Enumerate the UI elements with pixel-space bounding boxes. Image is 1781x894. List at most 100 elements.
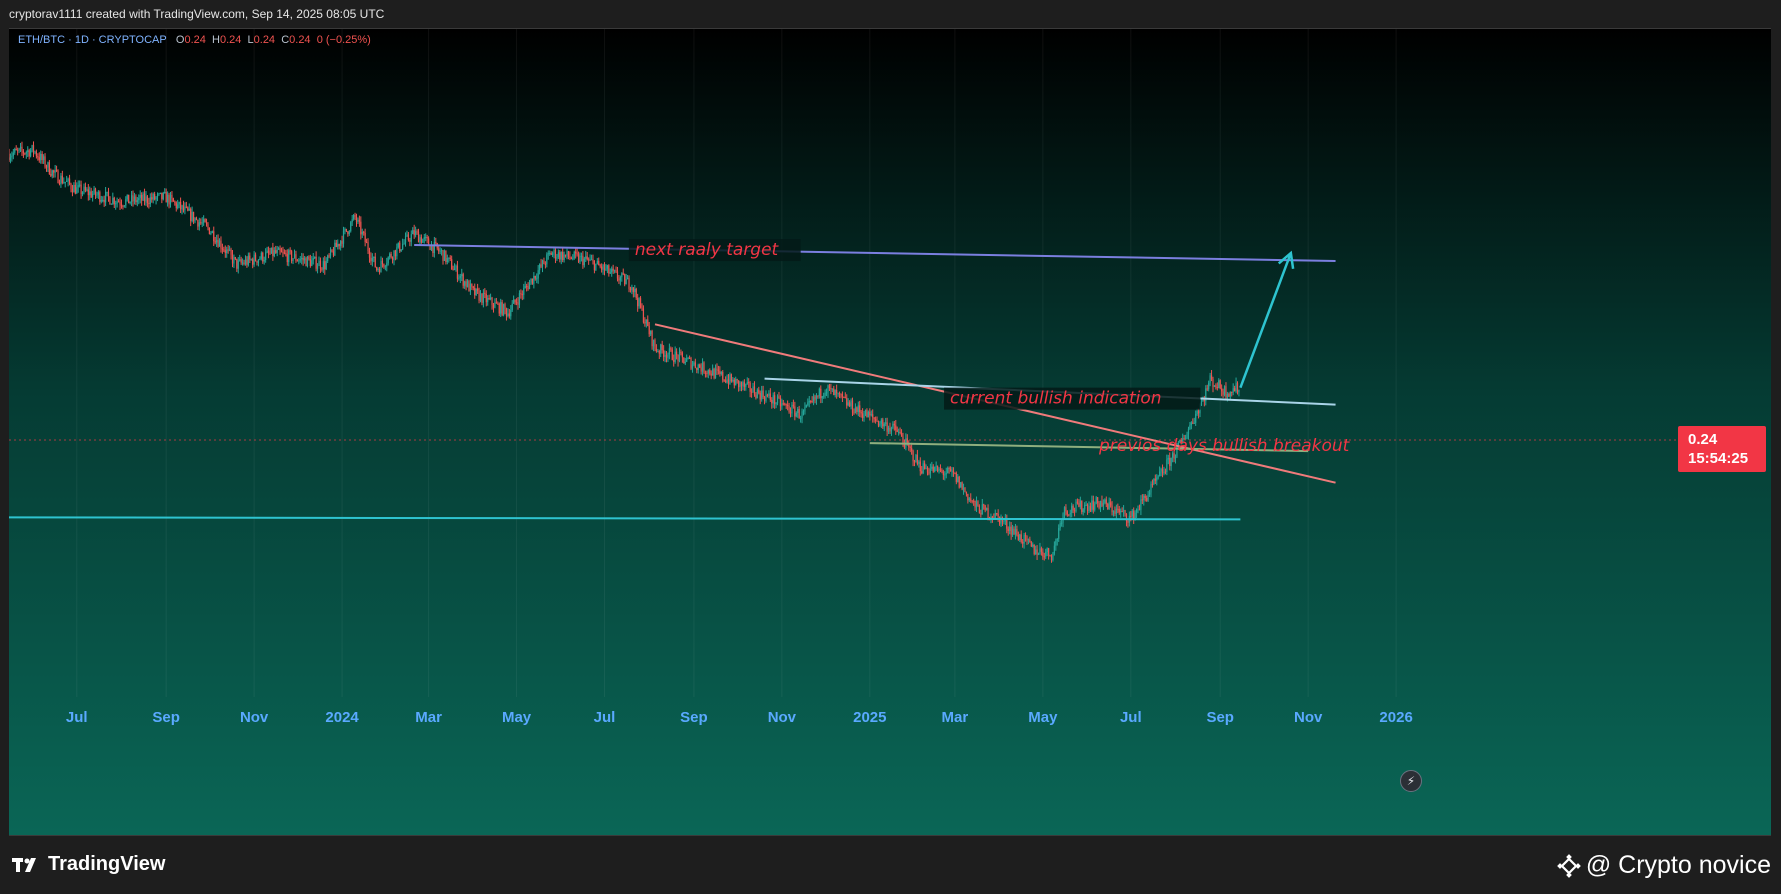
- candle-body: [1079, 500, 1081, 507]
- candle-body: [1238, 389, 1240, 393]
- candle-body: [795, 413, 797, 417]
- candle-body: [833, 388, 835, 396]
- candle-body: [791, 404, 793, 414]
- candle-body: [778, 396, 780, 398]
- candle-body: [387, 257, 389, 264]
- candle-body: [572, 258, 574, 260]
- candle-body: [252, 259, 254, 265]
- candle-body: [733, 379, 735, 386]
- candle-body: [527, 286, 529, 290]
- tradingview-logo[interactable]: TradingView: [12, 853, 165, 876]
- candle-body: [1011, 528, 1014, 535]
- annotation-label[interactable]: current bullish indication: [950, 389, 1162, 409]
- candle-body: [1105, 499, 1107, 505]
- candle-body: [84, 186, 87, 191]
- candle-body: [938, 468, 940, 472]
- candle-body: [712, 368, 714, 376]
- candle-body: [181, 205, 183, 210]
- footer: TradingView @ Crypto novice: [0, 835, 1781, 894]
- candle-body: [800, 418, 802, 420]
- candle-body: [951, 470, 953, 472]
- annotation-label[interactable]: next raaly target: [635, 240, 780, 260]
- candle-body: [1024, 534, 1027, 537]
- x-tick-label: Sep: [1206, 709, 1234, 726]
- target-arrow[interactable]: [1239, 252, 1293, 389]
- candle-body: [847, 402, 849, 406]
- candle-body: [207, 224, 209, 228]
- lightning-icon[interactable]: ⚡: [1400, 770, 1422, 792]
- candle-body: [357, 219, 359, 222]
- candle-body: [811, 400, 813, 402]
- candle-body: [948, 468, 950, 470]
- candle-body: [807, 402, 809, 406]
- candle-body: [249, 255, 251, 260]
- candle-body: [775, 403, 777, 405]
- candle-body: [1125, 513, 1128, 521]
- candles: [9, 141, 1240, 563]
- symbol-legend[interactable]: ETH/BTC · 1D · CRYPTOCAP O0.24 H0.24 L0.…: [18, 34, 371, 46]
- candle-body: [726, 379, 728, 383]
- candle-body: [1215, 385, 1217, 388]
- candle-body: [671, 349, 673, 360]
- candle-body: [1141, 499, 1143, 501]
- candle-body: [113, 197, 115, 205]
- candle-body: [663, 350, 665, 357]
- candle-body: [700, 367, 702, 372]
- annotation-line[interactable]: [414, 244, 1336, 263]
- target-arrow-head[interactable]: [1277, 250, 1295, 270]
- candle-body: [1102, 502, 1105, 506]
- candle-body: [870, 414, 872, 416]
- candle-body: [736, 379, 738, 381]
- candle-body: [1232, 388, 1234, 393]
- candle-body: [1200, 401, 1203, 406]
- candle-body: [566, 251, 568, 256]
- candle-body: [559, 252, 561, 260]
- candle-body: [368, 250, 371, 258]
- candle-body: [1033, 544, 1035, 555]
- candle-body: [1099, 501, 1102, 508]
- symbol-label[interactable]: ETH/BTC · 1D · CRYPTOCAP: [18, 34, 167, 46]
- chart-canvas[interactable]: next raaly target current bullish indicat…: [9, 29, 1771, 835]
- candle-body: [433, 241, 435, 254]
- annotation-line[interactable]: [9, 516, 1241, 521]
- x-tick-label: 2025: [853, 709, 886, 726]
- candle-body: [960, 482, 962, 488]
- annotation-label[interactable]: previos days bullish breakout: [1098, 436, 1351, 456]
- candle-body: [81, 192, 84, 194]
- candle-body: [79, 184, 81, 186]
- candle-body: [755, 394, 757, 399]
- chart-area[interactable]: next raaly target current bullish indicat…: [9, 28, 1771, 836]
- candle-body: [1127, 520, 1129, 523]
- candle-body: [154, 193, 156, 200]
- candle-body: [942, 471, 944, 476]
- candle-body: [311, 260, 313, 267]
- candle-body: [1101, 501, 1103, 506]
- candle-body: [308, 256, 310, 260]
- candle-body: [1078, 502, 1080, 507]
- candle-body: [862, 413, 864, 418]
- candle-body: [1177, 442, 1179, 447]
- candle-body: [1138, 509, 1141, 511]
- candle-body: [684, 361, 686, 364]
- candle-body: [468, 281, 470, 292]
- candle-body: [1112, 511, 1115, 513]
- candle-body: [316, 266, 319, 269]
- candle-body: [621, 273, 623, 278]
- candle-body: [70, 183, 72, 190]
- candle-body: [119, 202, 121, 205]
- candle-body: [132, 195, 134, 202]
- candle-body: [769, 393, 771, 400]
- candle-body: [1088, 506, 1090, 512]
- candle-body: [1052, 553, 1054, 560]
- candle-body: [1183, 438, 1185, 440]
- candle-body: [789, 412, 792, 414]
- annotations[interactable]: next raaly target current bullish indicat…: [9, 239, 1378, 521]
- candle-body: [1222, 391, 1224, 395]
- candle-body: [929, 468, 931, 474]
- candle-body: [152, 193, 154, 200]
- candle-body: [71, 189, 74, 193]
- candle-body: [191, 211, 193, 221]
- tradingview-icon: [12, 857, 36, 872]
- candle-body: [1234, 388, 1236, 392]
- annotation-line[interactable]: [869, 442, 1309, 453]
